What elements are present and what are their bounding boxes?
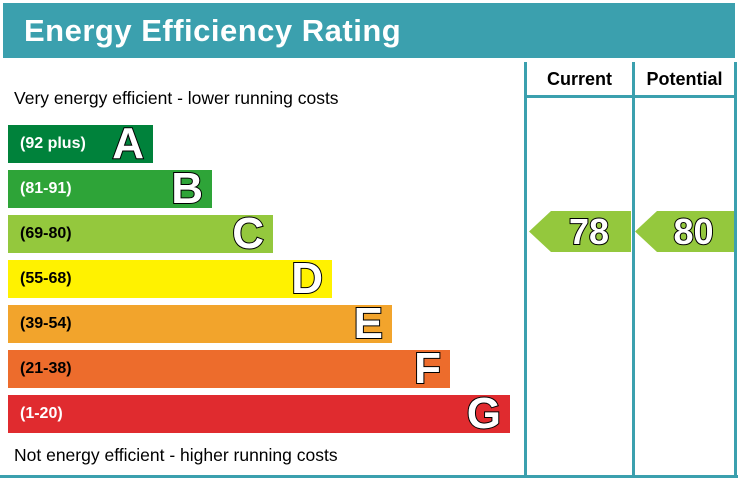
band-grade-letter: F [413,344,442,393]
current-rating-value: 78 [568,210,610,252]
column-divider-right [734,62,737,478]
rating-band-b: (81-91) B [8,164,212,213]
rating-band-g: (1-20) G [8,389,510,438]
rating-band-a: (92 plus) A [8,119,153,168]
band-grade-letter: A [111,119,145,168]
potential-rating-value: 80 [672,210,714,252]
rating-band-e: (39-54) E [8,299,392,348]
page-title: Energy Efficiency Rating [24,13,402,48]
caption-very-efficient: Very energy efficient - lower running co… [14,88,339,108]
rating-band-c: (69-80) C [8,209,273,258]
band-range-label: (39-54) [20,315,72,332]
band-range-label: (69-80) [20,225,72,242]
bottom-border-line [0,475,738,478]
band-range-label: (21-38) [20,360,72,377]
caption-not-efficient: Not energy efficient - higher running co… [14,445,338,465]
band-range-label: (55-68) [20,270,72,287]
band-grade-letter: B [170,164,204,213]
band-grade-letter: C [231,209,265,258]
band-grade-letter: E [353,299,384,348]
column-divider-left [524,62,527,478]
title-bar: Energy Efficiency Rating [3,3,735,58]
potential-rating-arrow: 80 [635,211,734,252]
band-grade-letter: D [290,254,324,303]
band-grade-letter: G [466,389,502,438]
column-header-potential: Potential [646,69,723,89]
band-range-label: (81-91) [20,180,72,197]
band-range-label: (1-20) [20,405,63,422]
current-rating-arrow: 78 [529,211,631,252]
header-underline [524,95,737,98]
band-range-label: (92 plus) [20,135,86,152]
rating-band-f: (21-38) F [8,344,450,393]
column-header-current: Current [546,69,612,89]
rating-band-d: (55-68) D [8,254,332,303]
column-divider-middle [632,62,635,478]
